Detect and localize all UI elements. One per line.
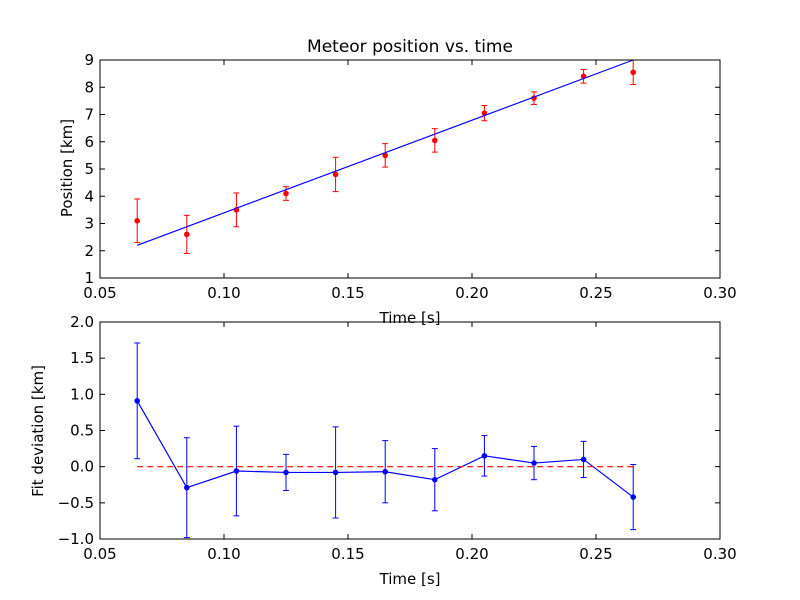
bottom-data-point: [630, 494, 637, 500]
y-axis-label-top: Position [km]: [58, 119, 76, 217]
top-data-point: [184, 231, 190, 238]
bottom-data-point: [531, 460, 537, 466]
top-x-tick-label: 0.25: [579, 284, 612, 302]
top-series-line: [136, 59, 634, 246]
bottom-y-tick-label: −1.0: [58, 530, 94, 548]
top-x-tick-label: 0.15: [331, 284, 364, 302]
bottom-data-point: [184, 484, 190, 491]
bottom-y-tick-label: 1.0: [70, 385, 94, 403]
bottom-data-point: [233, 468, 240, 474]
y-axis-label-bottom: Fit deviation [km]: [29, 365, 47, 497]
x-axis-label-bottom: Time [s]: [379, 570, 441, 588]
bottom-x-tick-label: 0.10: [207, 545, 240, 563]
top-y-tick-label: 8: [84, 78, 94, 96]
bottom-y-tick-label: 0.0: [70, 458, 94, 476]
top-x-tick-label: 0.20: [455, 284, 488, 302]
top-y-tick-label: 6: [84, 133, 94, 151]
bottom-data-point: [332, 469, 339, 476]
top-x-tick-label: 0.05: [83, 284, 116, 302]
bottom-x-tick-label: 0.20: [455, 545, 488, 563]
bottom-x-tick-label: 0.30: [703, 545, 736, 563]
bottom-axes-frame: [99, 321, 721, 540]
top-data-point: [134, 217, 140, 224]
bottom-y-tick-label: 0.5: [70, 422, 94, 440]
top-data-point: [432, 137, 438, 144]
top-x-tick-label: 0.30: [703, 284, 736, 302]
bottom-data-point: [382, 468, 389, 475]
top-y-tick-label: 9: [84, 51, 94, 69]
position-plot-area: 0.05 0.10 0.15 0.20 0.25 0.30 1 2 3 4 5 6 7 8 9: [83, 51, 736, 302]
deviation-plot-area: 0.05 0.10 0.15 0.20 0.25 0.30 −1.0 −0.5 0.0 0.5 1.…: [58, 313, 737, 563]
top-y-tick-label: 5: [84, 160, 94, 178]
bottom-y-tick-label: −0.5: [58, 494, 94, 512]
top-data-point: [332, 171, 339, 178]
top-data-point: [630, 69, 637, 76]
bottom-data-point: [134, 398, 140, 404]
deviation-panel: Time [s] Fit deviation [km] 0.05 0.10 0.15…: [29, 313, 737, 588]
bottom-data-point: [283, 469, 289, 476]
bottom-data-point: [481, 453, 488, 459]
bottom-y-tick-label: 1.5: [70, 349, 94, 367]
bottom-x-tick-label: 0.15: [331, 545, 364, 563]
top-x-tick-label: 0.10: [207, 284, 240, 302]
top-y-tick-label: 7: [84, 106, 94, 124]
bottom-y-tick-label: 2.0: [70, 313, 94, 331]
top-data-point: [283, 190, 289, 197]
bottom-data-point: [432, 476, 438, 483]
top-y-tick-label: 1: [84, 269, 94, 287]
top-y-tick-label: 2: [84, 242, 94, 260]
position-panel: Meteor position vs. time Time [s] Positi…: [58, 37, 737, 327]
x-axis-label-top: Time [s]: [379, 309, 441, 327]
bottom-x-tick-label: 0.05: [83, 545, 116, 563]
top-y-tick-label: 4: [84, 187, 94, 205]
bottom-data-point: [580, 456, 587, 463]
bottom-x-tick-label: 0.25: [579, 545, 612, 563]
top-y-tick-label: 3: [84, 215, 94, 233]
chart-title: Meteor position vs. time: [307, 37, 513, 57]
top-axes-frame: [99, 59, 721, 279]
